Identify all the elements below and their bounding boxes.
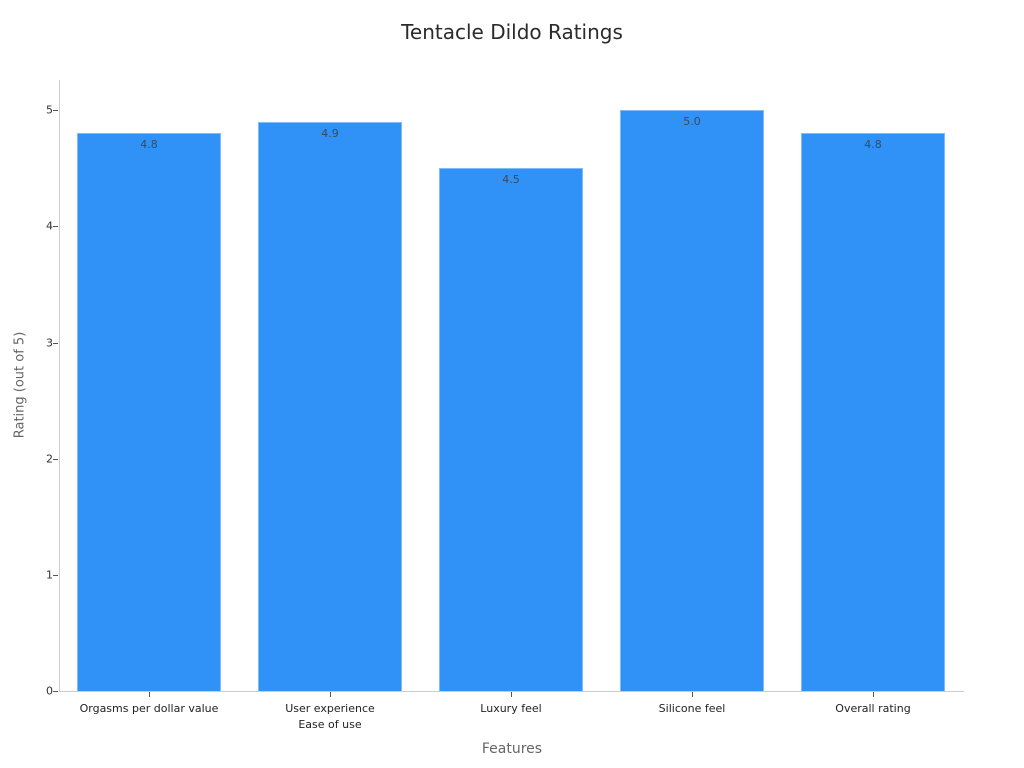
y-tick [53, 110, 58, 112]
bar: 5.0 [620, 110, 764, 691]
y-axis-label: Rating (out of 5) [12, 331, 28, 439]
x-tick-label: Overall rating [835, 702, 911, 715]
y-tick [53, 342, 58, 344]
x-tick [873, 692, 874, 697]
y-axis-line [59, 80, 60, 692]
y-tick [53, 458, 58, 460]
bar-value-label: 4.5 [502, 173, 520, 187]
x-tick-label: Luxury feel [480, 702, 542, 715]
x-tick-label: Orgasms per dollar value [79, 702, 219, 715]
bar-value-label: 4.8 [864, 138, 882, 152]
bar-value-label: 4.9 [321, 126, 339, 140]
bar-value-label: 5.0 [683, 115, 701, 129]
bar: 4.9 [258, 121, 402, 691]
x-tick-label: User experience Ease of use [285, 702, 375, 731]
x-tick-label: Silicone feel [658, 702, 726, 715]
bar: 4.5 [439, 168, 583, 691]
plot-area: 0 1 2 3 4 5 4.8 Orgasms per dollar value 4.9 User… [46, 80, 964, 731]
x-tick [330, 692, 331, 697]
x-tick [511, 692, 512, 697]
y-tick-label: 4 [46, 219, 53, 233]
x-axis-line [59, 691, 964, 692]
y-tick [53, 226, 58, 228]
y-tick-label: 1 [46, 568, 53, 582]
bar: 4.8 [801, 133, 945, 691]
y-tick [53, 691, 58, 692]
bar-value-label: 4.8 [140, 138, 158, 152]
y-tick [53, 574, 58, 576]
x-tick [692, 692, 693, 697]
chart-title: Tentacle Dildo Ratings [401, 20, 623, 44]
bar: 4.8 [77, 133, 221, 691]
y-tick-label: 0 [46, 684, 53, 698]
y-tick-label: 2 [46, 452, 53, 466]
x-axis-label: Features [481, 741, 543, 757]
x-tick [149, 692, 150, 697]
y-tick-label: 5 [46, 103, 53, 117]
y-tick-label: 3 [46, 336, 53, 350]
